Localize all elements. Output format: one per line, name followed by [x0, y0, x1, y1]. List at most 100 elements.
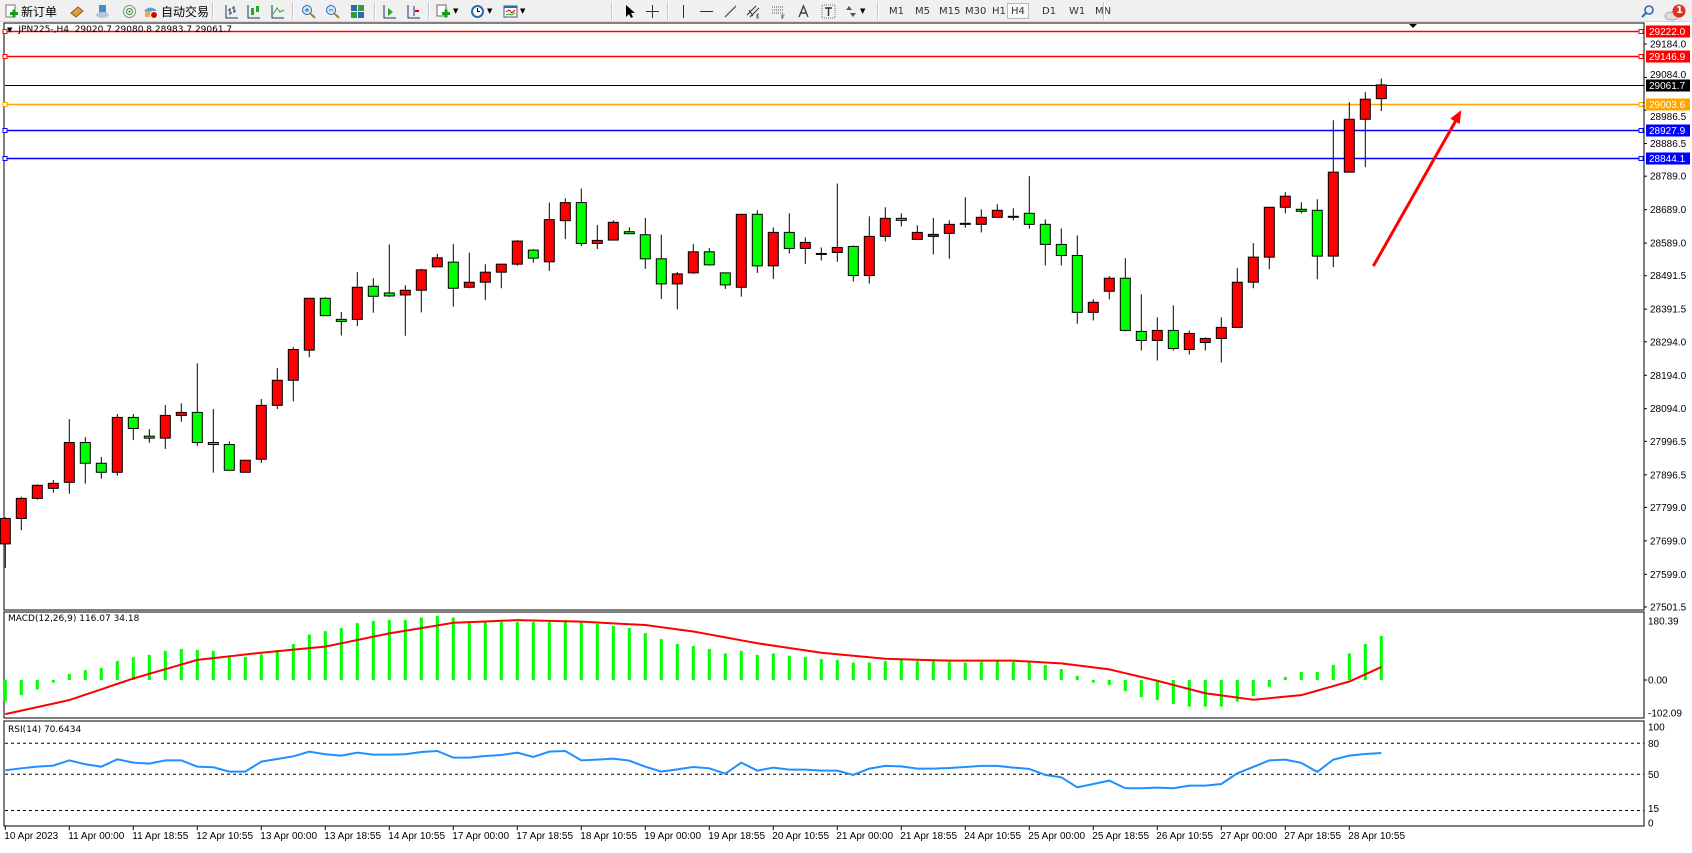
line-chart-button[interactable] [270, 2, 285, 20]
candle [79, 437, 91, 484]
candle [735, 213, 747, 297]
macd-histogram-bar [1027, 661, 1031, 680]
crosshair-button[interactable] [645, 2, 660, 20]
macd-histogram-bar [419, 617, 423, 680]
templates-button[interactable]: ▼ [503, 2, 525, 20]
bear-candle-body [1295, 208, 1307, 212]
candle [1215, 317, 1227, 363]
macd-histogram-bar [467, 622, 471, 680]
macd-histogram-bar [1235, 680, 1239, 702]
candle [1103, 276, 1115, 300]
bull-candle-body [303, 297, 315, 351]
candle [239, 459, 251, 473]
search-icon [1640, 4, 1655, 19]
candle [591, 225, 603, 250]
timeframe-w1[interactable]: W1 [1069, 5, 1086, 17]
candlestick-button[interactable] [246, 2, 261, 20]
timeframe-m15[interactable]: M15 [939, 5, 961, 17]
chart-canvas[interactable]: 29184.0 29084.0 28986.5 28886.5 28789.0 28689… [0, 22, 1692, 849]
level-anchor [1638, 128, 1644, 133]
collapse-triangle-icon[interactable]: ▼ [7, 26, 13, 34]
macd-histogram-bar [371, 620, 375, 680]
auto-trading-button[interactable]: 自动交易 [143, 2, 209, 20]
timeframe-m5[interactable]: M5 [915, 5, 930, 17]
timeframe-m1[interactable]: M1 [889, 5, 904, 17]
indicators-button[interactable]: ▼ [436, 2, 458, 20]
zoom-out-button[interactable] [325, 2, 340, 20]
candle [927, 217, 939, 255]
level-price-label: 29061.7 [1649, 81, 1686, 92]
zoom-in-button[interactable] [301, 2, 316, 20]
text-label-button[interactable] [821, 2, 836, 20]
dropdown-arrow-icon[interactable]: ▼ [453, 7, 459, 15]
level-price-label: 29146.9 [1649, 52, 1686, 63]
bar-chart-button[interactable] [224, 2, 239, 20]
dropdown-arrow-icon[interactable]: ▼ [520, 7, 526, 15]
timeframe-h1[interactable]: H1 [992, 5, 1006, 17]
chart-window[interactable]: 29184.0 29084.0 28986.5 28886.5 28789.0 28689… [0, 22, 1692, 849]
candle [399, 285, 411, 336]
tile-windows-button[interactable] [350, 2, 365, 20]
bull-candle-body [31, 484, 43, 499]
time-tick-label: 21 Apr 18:55 [900, 831, 957, 842]
fibonacci-button[interactable] [771, 2, 786, 20]
bull-candle-body [591, 239, 603, 244]
rsi-pane [3, 720, 1645, 827]
zoom-in-icon [301, 4, 316, 19]
dropdown-arrow-icon[interactable]: ▼ [487, 7, 493, 15]
text-button[interactable] [796, 2, 811, 20]
candle [575, 188, 587, 247]
candle [319, 297, 331, 317]
search-button[interactable] [1640, 2, 1655, 20]
macd-histogram-bar [83, 670, 87, 680]
signals-button[interactable] [122, 2, 137, 20]
equidistant-channel-button[interactable] [746, 2, 761, 20]
level-price-badge [1646, 152, 1690, 165]
arrows-icon [843, 4, 858, 19]
bear-candle-body [719, 272, 731, 286]
macd-histogram-bar [355, 623, 359, 680]
autoscroll-icon [406, 4, 421, 19]
notifications-button[interactable]: 1 [1664, 2, 1688, 20]
bull-candle-body [863, 235, 875, 277]
price-tick-label: 29184.0 [1650, 40, 1687, 51]
macd-histogram-bar [147, 654, 151, 680]
chart-shift-button[interactable] [382, 2, 397, 20]
new-order-button[interactable]: 新订单 [4, 2, 57, 20]
bull-candle-body [959, 222, 971, 225]
navigator-button[interactable] [95, 2, 110, 20]
bull-candle-body [927, 233, 939, 237]
chart-shift-icon [382, 4, 397, 19]
time-tick-label: 19 Apr 00:00 [644, 831, 701, 842]
autoscroll-button[interactable] [406, 2, 421, 20]
price-tick-label: 28294.0 [1650, 337, 1687, 348]
macd-histogram-bar [19, 680, 23, 696]
price-tick-label: 27896.5 [1650, 470, 1687, 481]
bull-candle-body [47, 482, 59, 489]
trendline-button[interactable] [723, 2, 738, 20]
market-watch-icon [69, 4, 84, 19]
timeframe-h4[interactable]: H4 [1007, 3, 1029, 19]
macd-histogram-bar [803, 656, 807, 680]
market-watch-button[interactable] [69, 2, 84, 20]
arrows-button[interactable]: ▼ [843, 2, 865, 20]
macd-histogram-bar [1171, 680, 1175, 704]
macd-histogram-bar [1011, 661, 1015, 680]
horizontal-line-button[interactable] [699, 2, 714, 20]
periods-button[interactable]: ▼ [470, 2, 492, 20]
timeframe-d1[interactable]: D1 [1042, 5, 1057, 17]
candle [495, 263, 507, 289]
bear-candle-body [1039, 223, 1051, 245]
bear-candle-body [1119, 277, 1131, 331]
timeframe-m30[interactable]: M30 [965, 5, 987, 17]
cursor-button[interactable] [622, 2, 637, 20]
time-tick-label: 17 Apr 18:55 [516, 831, 573, 842]
candle [1007, 208, 1019, 221]
bull-candle-body [463, 281, 475, 288]
bull-candle-body [799, 241, 811, 249]
price-tick-label: 27699.0 [1650, 536, 1687, 547]
vertical-line-button[interactable] [676, 2, 691, 20]
bear-candle-body [1311, 209, 1323, 257]
dropdown-arrow-icon[interactable]: ▼ [860, 7, 866, 15]
macd-histogram-bar [659, 639, 663, 680]
